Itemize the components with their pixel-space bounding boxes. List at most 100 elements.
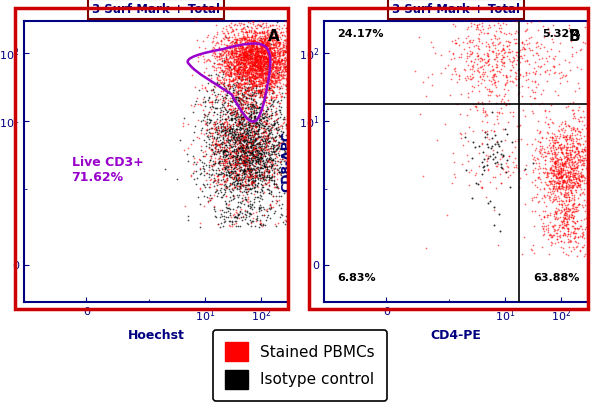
Point — [532, 49, 541, 56]
Point — [255, 56, 265, 63]
Point — [210, 144, 220, 151]
Point — [472, 106, 482, 113]
Point — [256, 155, 265, 161]
Point — [479, 108, 488, 115]
Point — [255, 81, 265, 88]
Point — [489, 22, 499, 29]
Point — [275, 66, 285, 73]
Point — [250, 180, 260, 187]
Point — [227, 140, 236, 147]
Point — [478, 107, 488, 113]
Point — [241, 28, 251, 35]
Point — [261, 59, 271, 66]
Point — [193, 100, 202, 107]
Point — [227, 219, 237, 226]
Point — [246, 50, 256, 56]
Point — [256, 48, 265, 55]
Point — [229, 47, 239, 54]
Point — [472, 41, 481, 48]
Point — [256, 79, 265, 85]
Point — [277, 73, 286, 79]
Point — [239, 160, 248, 166]
Point — [210, 121, 220, 128]
Point — [235, 121, 244, 128]
Point — [277, 56, 286, 63]
Point — [569, 172, 579, 178]
Point — [241, 126, 250, 133]
Point — [216, 52, 226, 59]
Point — [253, 214, 262, 221]
Point — [515, 122, 525, 129]
Point — [224, 173, 233, 179]
Point — [226, 71, 236, 78]
Point — [240, 156, 250, 163]
Point — [210, 141, 220, 147]
Point — [221, 126, 231, 132]
Point — [232, 58, 241, 65]
Point — [267, 174, 277, 181]
Point — [264, 173, 274, 180]
Point — [233, 199, 243, 205]
Point — [280, 40, 289, 47]
Point — [588, 135, 598, 142]
Point — [242, 31, 251, 37]
Point — [588, 158, 598, 165]
Point — [569, 200, 578, 207]
Point — [524, 61, 534, 68]
Point — [241, 152, 250, 159]
Point — [255, 81, 265, 87]
Point — [237, 45, 247, 52]
Point — [235, 103, 244, 110]
Point — [561, 184, 571, 190]
Point — [568, 201, 578, 207]
Point — [232, 204, 242, 210]
Point — [281, 116, 290, 123]
Point — [569, 191, 578, 198]
Point — [230, 94, 240, 100]
Point — [221, 176, 231, 182]
Point — [250, 152, 259, 158]
Point — [561, 215, 571, 222]
Point — [586, 169, 595, 176]
Point — [238, 160, 247, 166]
Point — [559, 160, 568, 166]
Point — [212, 148, 222, 155]
Point — [266, 44, 276, 51]
Point — [242, 55, 252, 61]
Point — [247, 66, 257, 72]
Point — [241, 131, 251, 138]
Point — [261, 144, 271, 150]
Point — [247, 79, 256, 86]
Point — [222, 124, 232, 131]
Point — [236, 76, 245, 83]
Point — [220, 58, 229, 64]
Point — [256, 67, 266, 74]
Point — [539, 214, 549, 220]
Point — [254, 69, 264, 76]
Point — [239, 129, 248, 136]
Point — [249, 102, 259, 109]
Point — [259, 49, 268, 55]
Point — [553, 144, 562, 151]
Point — [220, 131, 230, 138]
Point — [244, 95, 254, 102]
Point — [232, 72, 241, 79]
Point — [263, 48, 273, 55]
Point — [548, 144, 558, 151]
Point — [248, 134, 258, 140]
Point — [554, 160, 563, 167]
Point — [562, 172, 571, 179]
Point — [225, 58, 235, 65]
Point — [246, 114, 256, 121]
Point — [242, 94, 251, 101]
Point — [278, 80, 287, 87]
Point — [263, 132, 273, 139]
Point — [259, 58, 268, 65]
Point — [237, 94, 247, 101]
Point — [235, 69, 245, 76]
Point — [490, 73, 499, 80]
Point — [579, 190, 589, 197]
Point — [224, 218, 233, 224]
Point — [247, 109, 256, 116]
Point — [242, 68, 252, 75]
